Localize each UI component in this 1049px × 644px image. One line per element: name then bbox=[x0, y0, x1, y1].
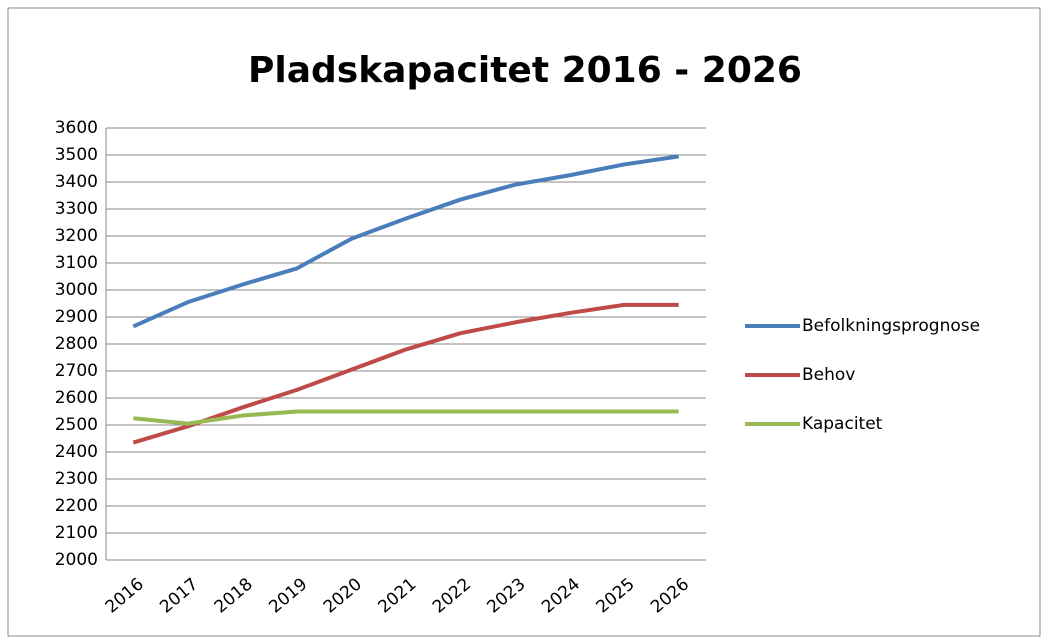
y-tick-label: 2000 bbox=[55, 550, 98, 570]
y-tick-label: 3100 bbox=[55, 253, 98, 273]
legend-label: Befolkningsprognose bbox=[802, 316, 980, 336]
y-tick-label: 3200 bbox=[55, 226, 98, 246]
y-tick-label: 2600 bbox=[55, 388, 98, 408]
line-series bbox=[132, 302, 679, 445]
legend-label: Behov bbox=[802, 365, 855, 385]
y-tick-label: 2400 bbox=[55, 442, 98, 462]
legend-label: Kapacitet bbox=[802, 414, 883, 434]
y-tick-label: 3600 bbox=[55, 118, 98, 138]
y-tick-label: 3300 bbox=[55, 199, 98, 219]
line-series bbox=[133, 409, 679, 426]
y-tick-label: 2300 bbox=[55, 469, 98, 489]
chart-title: Pladskapacitet 2016 - 2026 bbox=[248, 50, 802, 91]
y-tick-label: 3400 bbox=[55, 172, 98, 192]
y-tick-label: 2100 bbox=[55, 523, 98, 543]
y-tick-label: 2700 bbox=[55, 361, 98, 381]
y-tick-label: 2200 bbox=[55, 496, 98, 516]
line-series bbox=[132, 154, 680, 329]
y-tick-label: 3500 bbox=[55, 145, 98, 165]
y-tick-label: 2900 bbox=[55, 307, 98, 327]
y-tick-label: 2500 bbox=[55, 415, 98, 435]
y-tick-label: 3000 bbox=[55, 280, 98, 300]
y-tick-label: 2800 bbox=[55, 334, 98, 354]
